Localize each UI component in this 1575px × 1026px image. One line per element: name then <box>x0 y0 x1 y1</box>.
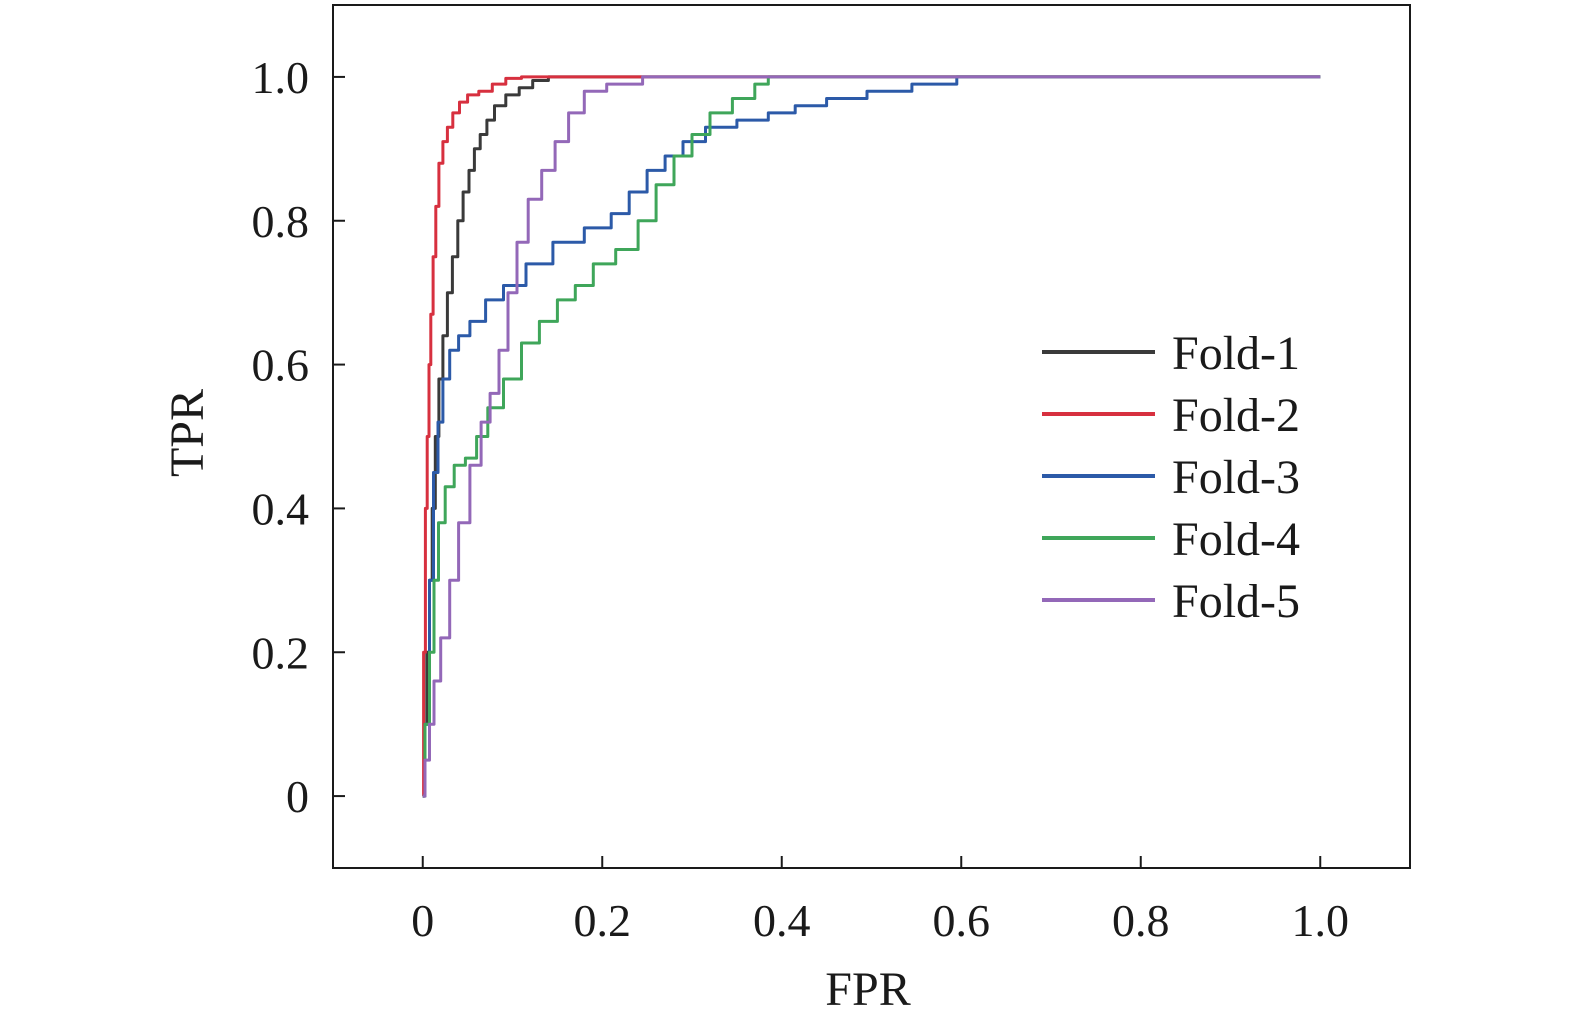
x-tick-label: 0 <box>411 895 434 946</box>
legend-label: Fold-3 <box>1172 451 1300 504</box>
y-tick-label: 0.8 <box>252 196 310 247</box>
series-line-fold-5 <box>422 75 1321 798</box>
y-axis-label: TPR <box>161 389 214 477</box>
series-line-fold-2 <box>422 75 1321 798</box>
x-tick-label: 1.0 <box>1292 895 1350 946</box>
plot-frame <box>332 4 1411 869</box>
series-lines <box>422 75 1321 798</box>
x-tick-label: 0.2 <box>574 895 632 946</box>
series-line-fold-3 <box>422 75 1321 798</box>
x-tick-label: 0.4 <box>753 895 811 946</box>
y-tick-label: 0.2 <box>252 627 310 678</box>
legend-label: Fold-1 <box>1172 327 1300 380</box>
series-line-fold-4 <box>422 75 1321 798</box>
y-tick-label: 0.4 <box>252 483 310 534</box>
x-axis-label: FPR <box>825 963 910 1016</box>
legend-label: Fold-4 <box>1172 513 1300 566</box>
y-tick-label: 0 <box>286 771 309 822</box>
x-tick-label: 0.8 <box>1112 895 1170 946</box>
legend: Fold-1 Fold-2 Fold-3 Fold-4 Fold-5 <box>1042 327 1300 628</box>
legend-label: Fold-2 <box>1172 389 1300 442</box>
y-tick-label: 1.0 <box>252 52 310 103</box>
y-tick-label: 0.6 <box>252 340 310 391</box>
legend-label: Fold-5 <box>1172 575 1300 628</box>
axis-ticks: 0 0.2 0.4 0.6 0.8 1.0 0 0.2 0.4 0.6 0.8 1.0 <box>252 52 1350 946</box>
x-tick-label: 0.6 <box>933 895 991 946</box>
